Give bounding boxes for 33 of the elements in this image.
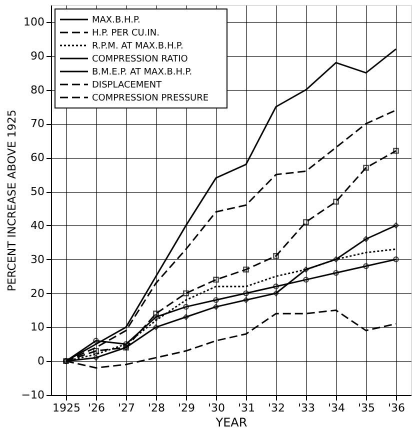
legend-label: COMPRESSION PRESSURE <box>92 94 209 104</box>
y-tick-label: 0 <box>38 354 44 368</box>
x-tick-label: '26 <box>88 402 106 414</box>
x-tick-label: '27 <box>118 402 136 414</box>
x-tick-label: '36 <box>388 402 406 414</box>
y-tick-label: 60 <box>30 151 44 164</box>
y-tick-label: 40 <box>30 218 44 232</box>
x-tick-label: '29 <box>178 402 196 414</box>
y-tick-label: 70 <box>30 117 44 130</box>
y-tick-label: −10 <box>21 388 44 402</box>
x-tick-label: '28 <box>148 402 166 414</box>
y-tick-label: 100 <box>24 15 44 28</box>
x-tick-label: '34 <box>328 402 346 414</box>
x-tick-label: '33 <box>298 402 316 414</box>
legend-label: MAX.B.H.P. <box>92 16 140 26</box>
legend-label: H.P. PER CU.IN. <box>92 28 160 38</box>
x-tick-label: '30 <box>208 402 226 414</box>
legend-label: R.P.M. AT MAX.B.H.P. <box>92 42 184 52</box>
y-tick-label: 90 <box>30 49 44 62</box>
x-axis-title: YEAR <box>214 416 248 430</box>
x-tick-label: '35 <box>358 402 376 414</box>
legend-label: COMPRESSION RATIO <box>92 54 188 64</box>
y-tick-label: 80 <box>30 83 44 96</box>
y-axis-title: PERCENT INCREASE ABOVE 1925 <box>5 110 18 292</box>
y-tick-label: 50 <box>30 185 44 198</box>
x-tick-label: 1925 <box>52 402 80 414</box>
legend-label: B.M.E.P. AT MAX.B.H.P. <box>92 68 192 78</box>
y-tick-label: 20 <box>30 286 44 300</box>
x-tick-label: '31 <box>238 402 256 414</box>
y-tick-label: 10 <box>30 320 44 334</box>
legend-label: DISPLACEMENT <box>92 80 162 90</box>
y-tick-label: 30 <box>30 252 44 266</box>
x-tick-label: '32 <box>268 402 286 414</box>
